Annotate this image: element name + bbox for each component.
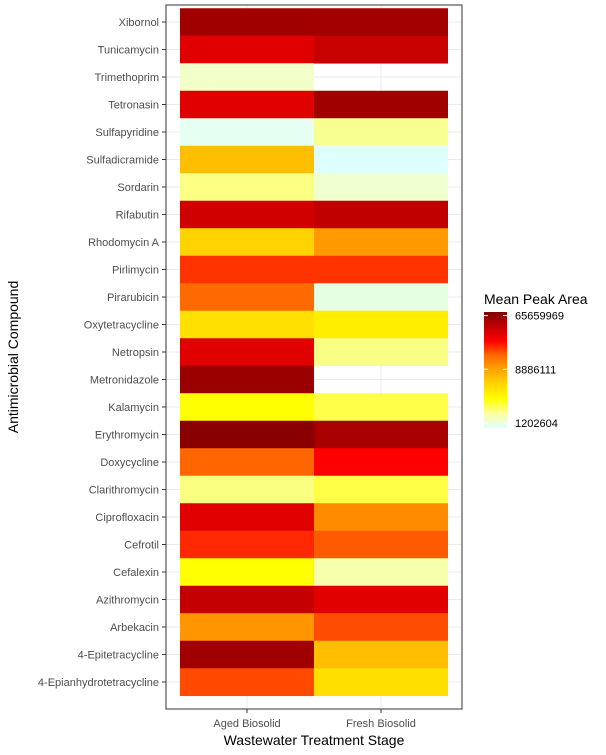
- heatmap-cells: [180, 8, 448, 697]
- cell-4-epitetracycline-aged-biosolid: [180, 640, 314, 669]
- x-tick-label-fresh-biosolid: Fresh Biosolid: [346, 718, 416, 730]
- cell-arbekacin-aged-biosolid: [180, 613, 314, 642]
- y-tick-label-cefalexin: Cefalexin: [113, 567, 159, 579]
- y-tick-label-arbekacin: Arbekacin: [110, 622, 159, 634]
- y-tick-label-tetronasin: Tetronasin: [108, 100, 159, 112]
- cell-4-epitetracycline-fresh-biosolid: [314, 640, 448, 669]
- y-tick-label-metronidazole: Metronidazole: [90, 375, 159, 387]
- cell-sulfadicramide-fresh-biosolid: [314, 145, 448, 174]
- y-tick-label-4-epitetracycline: 4-Epitetracycline: [78, 650, 159, 662]
- cell-kalamycin-aged-biosolid: [180, 393, 314, 422]
- cell-4-epianhydrotetracycline-fresh-biosolid: [314, 668, 448, 697]
- x-tick-label-aged-biosolid: Aged Biosolid: [213, 718, 280, 730]
- cell-tetronasin-aged-biosolid: [180, 90, 314, 119]
- cell-doxycycline-fresh-biosolid: [314, 448, 448, 477]
- y-tick-label-sulfapyridine: Sulfapyridine: [95, 127, 159, 139]
- y-tick-label-sordarin: Sordarin: [117, 182, 159, 194]
- y-tick-label-ciprofloxacin: Ciprofloxacin: [95, 512, 159, 524]
- cell-cefalexin-fresh-biosolid: [314, 558, 448, 587]
- cell-cefrotil-fresh-biosolid: [314, 530, 448, 559]
- cell-doxycycline-aged-biosolid: [180, 448, 314, 477]
- legend: Mean Peak Area 65659969 8886111 1202604: [484, 291, 588, 430]
- cell-pirlimycin-fresh-biosolid: [314, 255, 448, 284]
- cell-ciprofloxacin-fresh-biosolid: [314, 503, 448, 532]
- cell-4-epianhydrotetracycline-aged-biosolid: [180, 668, 314, 697]
- y-tick-label-4-epianhydrotetracycline: 4-Epianhydrotetracycline: [38, 677, 159, 689]
- cell-sulfapyridine-fresh-biosolid: [314, 118, 448, 147]
- cell-pirarubicin-aged-biosolid: [180, 283, 314, 312]
- y-tick-label-erythromycin: Erythromycin: [95, 430, 159, 442]
- cell-tunicamycin-fresh-biosolid: [314, 35, 448, 64]
- y-tick-label-trimethoprim: Trimethoprim: [95, 72, 159, 84]
- cell-clarithromycin-fresh-biosolid: [314, 475, 448, 504]
- y-tick-label-kalamycin: Kalamycin: [108, 402, 159, 414]
- cell-clarithromycin-aged-biosolid: [180, 475, 314, 504]
- y-tick-label-cefrotil: Cefrotil: [124, 540, 159, 552]
- y-tick-label-oxytetracycline: Oxytetracycline: [84, 320, 159, 332]
- cell-tunicamycin-aged-biosolid: [180, 35, 314, 64]
- cell-sordarin-fresh-biosolid: [314, 173, 448, 202]
- legend-label-65659969: 65659969: [515, 311, 564, 323]
- cell-rhodomycin-a-aged-biosolid: [180, 228, 314, 257]
- cell-netropsin-fresh-biosolid: [314, 338, 448, 367]
- legend-colorbar: [484, 312, 507, 428]
- cell-tetronasin-fresh-biosolid: [314, 90, 448, 119]
- y-tick-label-pirlimycin: Pirlimycin: [112, 265, 159, 277]
- legend-title: Mean Peak Area: [484, 291, 588, 307]
- cell-erythromycin-fresh-biosolid: [314, 420, 448, 449]
- y-tick-label-pirarubicin: Pirarubicin: [107, 292, 159, 304]
- y-tick-label-rhodomycin-a: Rhodomycin A: [88, 237, 160, 249]
- y-tick-label-clarithromycin: Clarithromycin: [89, 485, 159, 497]
- cell-pirarubicin-fresh-biosolid: [314, 283, 448, 312]
- y-axis-ticks: Xibornol Tunicamycin Trimethoprim Tetronasi…: [38, 17, 166, 689]
- cell-sordarin-aged-biosolid: [180, 173, 314, 202]
- legend-label-1202604: 1202604: [515, 418, 558, 430]
- y-tick-label-xibornol: Xibornol: [119, 17, 159, 29]
- cell-cefrotil-aged-biosolid: [180, 530, 314, 559]
- y-tick-label-rifabutin: Rifabutin: [116, 210, 159, 222]
- panel-border: [165, 4, 463, 710]
- cell-oxytetracycline-aged-biosolid: [180, 310, 314, 339]
- cell-erythromycin-aged-biosolid: [180, 420, 314, 449]
- cell-sulfapyridine-aged-biosolid: [180, 118, 314, 147]
- y-tick-label-tunicamycin: Tunicamycin: [98, 45, 159, 57]
- cell-kalamycin-fresh-biosolid: [314, 393, 448, 422]
- y-tick-label-doxycycline: Doxycycline: [100, 457, 159, 469]
- cell-sulfadicramide-aged-biosolid: [180, 145, 314, 174]
- y-tick-label-azithromycin: Azithromycin: [96, 595, 159, 607]
- legend-ticks: 65659969 8886111 1202604: [484, 311, 564, 430]
- cell-oxytetracycline-fresh-biosolid: [314, 310, 448, 339]
- cell-netropsin-aged-biosolid: [180, 338, 314, 367]
- cell-xibornol-aged-biosolid: [180, 8, 314, 37]
- cell-rifabutin-fresh-biosolid: [314, 200, 448, 229]
- cell-xibornol-fresh-biosolid: [314, 8, 448, 37]
- cell-cefalexin-aged-biosolid: [180, 558, 314, 587]
- y-tick-label-netropsin: Netropsin: [112, 347, 159, 359]
- y-axis-title: Antimicrobial Compound: [5, 281, 21, 434]
- cell-azithromycin-aged-biosolid: [180, 585, 314, 614]
- cell-pirlimycin-aged-biosolid: [180, 255, 314, 284]
- legend-label-8886111: 8886111: [515, 364, 556, 376]
- cell-ciprofloxacin-aged-biosolid: [180, 503, 314, 532]
- cell-metronidazole-aged-biosolid: [180, 365, 314, 394]
- cell-rifabutin-aged-biosolid: [180, 200, 314, 229]
- cell-arbekacin-fresh-biosolid: [314, 613, 448, 642]
- cell-trimethoprim-aged-biosolid: [180, 63, 314, 92]
- cell-azithromycin-fresh-biosolid: [314, 585, 448, 614]
- cell-rhodomycin-a-fresh-biosolid: [314, 228, 448, 257]
- y-tick-label-sulfadicramide: Sulfadicramide: [86, 155, 159, 167]
- x-axis-ticks: Aged Biosolid Fresh Biosolid: [213, 709, 416, 730]
- x-axis-title: Wastewater Treatment Stage: [224, 732, 405, 748]
